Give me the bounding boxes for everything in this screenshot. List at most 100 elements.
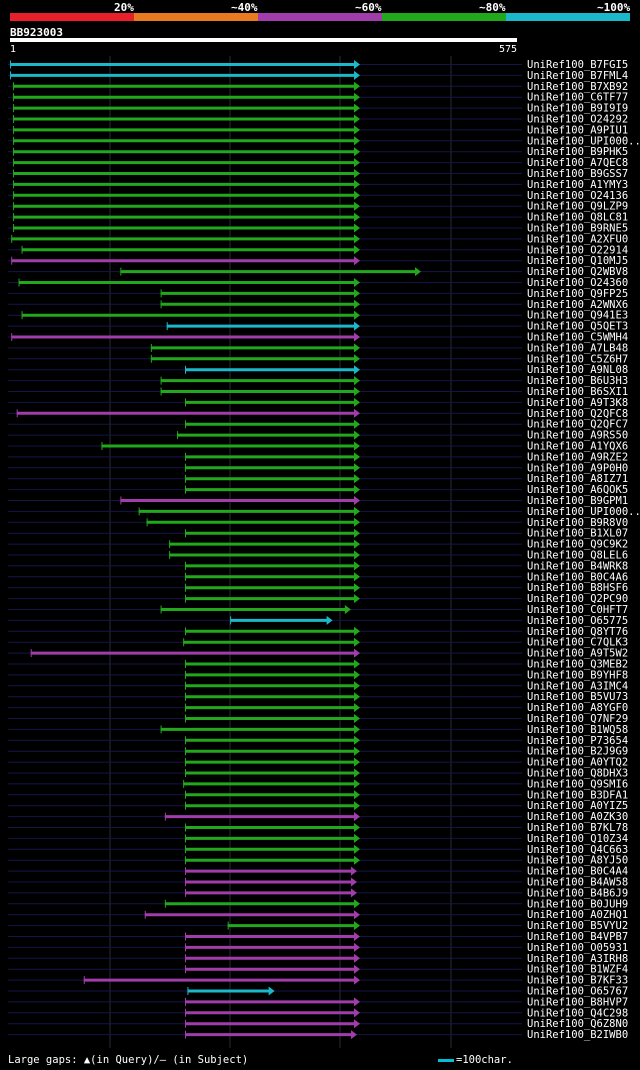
hit-label[interactable]: UniRef100_A9RZE2 bbox=[527, 451, 628, 463]
hit-label[interactable]: UniRef100_A8YGF0 bbox=[527, 702, 628, 714]
hit-arrow bbox=[354, 844, 360, 854]
hit-label[interactable]: UniRef100_Q4C298 bbox=[527, 1007, 628, 1019]
hit-label[interactable]: UniRef100_C6TF77 bbox=[527, 92, 628, 104]
hit-label[interactable]: UniRef100_Q4C663 bbox=[527, 844, 628, 856]
hit-label[interactable]: UniRef100_B4AW58 bbox=[527, 877, 628, 889]
hit-arrow bbox=[354, 452, 360, 462]
hit-label[interactable]: UniRef100_B9RNE5 bbox=[527, 223, 628, 235]
hit-label[interactable]: UniRef100_A0YIZ5 bbox=[527, 800, 628, 812]
hit-label[interactable]: UniRef100_C5WMH4 bbox=[527, 332, 628, 344]
hit-label[interactable]: UniRef100_A9P0H0 bbox=[527, 462, 628, 474]
hit-label[interactable]: UniRef100_Q2WBV8 bbox=[527, 266, 628, 278]
hit-label[interactable]: UniRef100_B9GSS7 bbox=[527, 168, 628, 180]
hit-label[interactable]: UniRef100_Q9SMI6 bbox=[527, 778, 628, 790]
hit-label[interactable]: UniRef100_B9YHF8 bbox=[527, 669, 628, 681]
hit-label[interactable]: UniRef100_B7KL78 bbox=[527, 822, 628, 834]
query-id: BB923003 bbox=[10, 26, 63, 39]
hit-label[interactable]: UniRef100_B8HVP7 bbox=[527, 996, 628, 1008]
hit-label[interactable]: UniRef100_A1YQX6 bbox=[527, 441, 628, 453]
hit-label[interactable]: UniRef100_Q9LZP9 bbox=[527, 201, 628, 213]
hit-label[interactable]: UniRef100_B2IWB0 bbox=[527, 1029, 628, 1041]
hit-label[interactable]: UniRef100_Q8YT76 bbox=[527, 626, 628, 638]
hit-label[interactable]: UniRef100_A3IMC4 bbox=[527, 680, 628, 692]
hit-label[interactable]: UniRef100_B1XL07 bbox=[527, 528, 628, 540]
hit-label[interactable]: UniRef100_B5VU73 bbox=[527, 691, 628, 703]
hit-arrow bbox=[354, 714, 360, 723]
hit-label[interactable]: UniRef100_O24136 bbox=[527, 190, 628, 202]
hit-label[interactable]: UniRef100_B4VPB7 bbox=[527, 931, 628, 943]
hit-label[interactable]: UniRef100_Q10MJ5 bbox=[527, 255, 628, 267]
hit-label[interactable]: UniRef100_B5VYU2 bbox=[527, 920, 628, 932]
hit-label[interactable]: UniRef100_A2WNX6 bbox=[527, 299, 628, 311]
hit-label[interactable]: UniRef100_UPI000.. bbox=[527, 135, 640, 147]
hit-label[interactable]: UniRef100_Q8DHX3 bbox=[527, 768, 628, 780]
hit-label[interactable]: UniRef100_B7XB92 bbox=[527, 81, 628, 93]
hit-label[interactable]: UniRef100_B6SXI1 bbox=[527, 386, 628, 398]
legend-label-4: ~80% bbox=[479, 1, 506, 14]
hit-label[interactable]: UniRef100_B6U3H3 bbox=[527, 375, 628, 387]
hit-label[interactable]: UniRef100_B7FML4 bbox=[527, 70, 628, 82]
hit-label[interactable]: UniRef100_O65767 bbox=[527, 986, 628, 998]
hit-label[interactable]: UniRef100_Q9C9K2 bbox=[527, 539, 628, 551]
hit-arrow bbox=[354, 365, 360, 375]
hit-label[interactable]: UniRef100_A9T5W2 bbox=[527, 648, 628, 660]
hit-label[interactable]: UniRef100_Q2QFC7 bbox=[527, 419, 628, 431]
hit-label[interactable]: UniRef100_Q9FP25 bbox=[527, 288, 628, 300]
hit-label[interactable]: UniRef100_A0ZHQ1 bbox=[527, 909, 628, 921]
hit-label[interactable]: UniRef100_A7LB48 bbox=[527, 342, 628, 354]
hit-label[interactable]: UniRef100_O22914 bbox=[527, 244, 628, 256]
hit-arrow bbox=[354, 517, 360, 527]
hit-label[interactable]: UniRef100_A8YJ50 bbox=[527, 855, 628, 867]
hit-label[interactable]: UniRef100_Q3MEB2 bbox=[527, 659, 628, 671]
hit-arrow bbox=[354, 779, 360, 789]
hit-label[interactable]: UniRef100_B7FGI5 bbox=[527, 59, 628, 71]
hit-label[interactable]: UniRef100_O24360 bbox=[527, 277, 628, 289]
hit-label[interactable]: UniRef100_B0C4A6 bbox=[527, 571, 628, 583]
hit-label[interactable]: UniRef100_A9PIU1 bbox=[527, 124, 628, 136]
hit-label[interactable]: UniRef100_A1YMY3 bbox=[527, 179, 628, 191]
hit-label[interactable]: UniRef100_Q8LEL6 bbox=[527, 550, 628, 562]
hit-label[interactable]: UniRef100_B7KF33 bbox=[527, 975, 628, 987]
hit-arrow bbox=[354, 408, 360, 418]
hit-label[interactable]: UniRef100_A0YTQ2 bbox=[527, 757, 628, 769]
hit-label[interactable]: UniRef100_C0HFT7 bbox=[527, 604, 628, 616]
hit-label[interactable]: UniRef100_Q10Z34 bbox=[527, 833, 628, 845]
hit-label[interactable]: UniRef100_B0C4A4 bbox=[527, 866, 628, 878]
hit-label[interactable]: UniRef100_A0ZK30 bbox=[527, 811, 628, 823]
hit-label[interactable]: UniRef100_Q7NF29 bbox=[527, 713, 628, 725]
hit-label[interactable]: UniRef100_A6QOK5 bbox=[527, 484, 628, 496]
hit-label[interactable]: UniRef100_B2J9G9 bbox=[527, 746, 628, 758]
hit-label[interactable]: UniRef100_A8IZ71 bbox=[527, 473, 628, 485]
hit-label[interactable]: UniRef100_B4B6J9 bbox=[527, 887, 628, 899]
hit-label[interactable]: UniRef100_Q2QFC8 bbox=[527, 408, 628, 420]
hit-label[interactable]: UniRef100_B9GPM1 bbox=[527, 495, 628, 507]
hit-label[interactable]: UniRef100_C5Z6H7 bbox=[527, 353, 628, 365]
hit-label[interactable]: UniRef100_A7QEC8 bbox=[527, 157, 628, 169]
hit-label[interactable]: UniRef100_UPI000.. bbox=[527, 506, 640, 518]
hit-label[interactable]: UniRef100_B1WZF4 bbox=[527, 964, 628, 976]
hit-label[interactable]: UniRef100_O05931 bbox=[527, 942, 628, 954]
hit-arrow bbox=[354, 790, 360, 800]
hit-label[interactable]: UniRef100_A9T3K8 bbox=[527, 397, 628, 409]
hit-label[interactable]: UniRef100_A2XFU0 bbox=[527, 233, 628, 245]
hit-label[interactable]: UniRef100_B9R8V0 bbox=[527, 517, 628, 529]
hit-label[interactable]: UniRef100_Q941E3 bbox=[527, 310, 628, 322]
hit-label[interactable]: UniRef100_P73654 bbox=[527, 735, 628, 747]
hit-label[interactable]: UniRef100_B3DFA1 bbox=[527, 789, 628, 801]
hit-label[interactable]: UniRef100_A9NL08 bbox=[527, 364, 628, 376]
hit-label[interactable]: UniRef100_C7QLK3 bbox=[527, 637, 628, 649]
hit-label[interactable]: UniRef100_A9RS50 bbox=[527, 430, 628, 442]
hit-label[interactable]: UniRef100_B8HSF6 bbox=[527, 582, 628, 594]
hit-label[interactable]: UniRef100_B0JUH9 bbox=[527, 898, 628, 910]
hit-label[interactable]: UniRef100_B1WQ58 bbox=[527, 724, 628, 736]
hit-label[interactable]: UniRef100_O24292 bbox=[527, 114, 628, 126]
hit-label[interactable]: UniRef100_Q2PC90 bbox=[527, 593, 628, 605]
hit-label[interactable]: UniRef100_Q6Z8N0 bbox=[527, 1018, 628, 1030]
hit-label[interactable]: UniRef100_B9PHK5 bbox=[527, 146, 628, 158]
hit-label[interactable]: UniRef100_Q5QET3 bbox=[527, 321, 628, 333]
hit-label[interactable]: UniRef100_A3IRH8 bbox=[527, 953, 628, 965]
hit-label[interactable]: UniRef100_B9I9I9 bbox=[527, 103, 628, 115]
hit-label[interactable]: UniRef100_O65775 bbox=[527, 615, 628, 627]
hit-label[interactable]: UniRef100_B4WRK8 bbox=[527, 560, 628, 572]
hit-label[interactable]: UniRef100_Q8LC81 bbox=[527, 212, 628, 224]
